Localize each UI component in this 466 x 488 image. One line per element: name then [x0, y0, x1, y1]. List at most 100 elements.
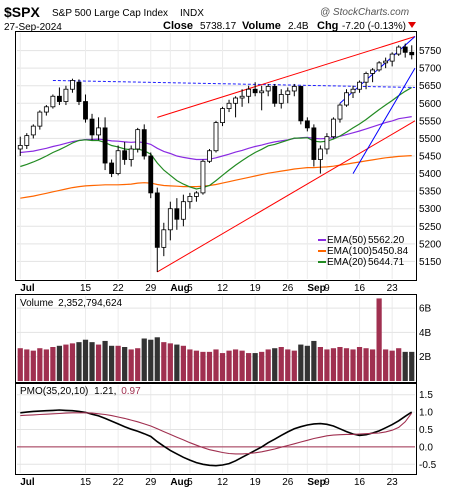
candle-body	[180, 201, 186, 220]
volume-bar	[265, 349, 271, 381]
candle-body	[389, 53, 395, 62]
volume-bar	[389, 350, 395, 381]
price-tick-label: 5200	[419, 239, 442, 250]
x-tick-label-top: 19	[250, 283, 262, 294]
candle-body	[278, 94, 284, 104]
price-tick-label: 5450	[419, 152, 442, 163]
candle-body	[311, 127, 317, 160]
candle-body	[63, 88, 69, 102]
volume-bar	[187, 349, 193, 381]
candle-body	[298, 86, 304, 122]
candle-body	[350, 88, 356, 94]
volume-tick-label: 4B	[419, 328, 432, 339]
pmo-sep: ,	[114, 386, 117, 397]
ema20-line	[20, 86, 413, 190]
volume-bar	[272, 348, 278, 381]
candle-body	[337, 104, 343, 120]
candle-body	[154, 192, 160, 248]
volume-bar	[89, 342, 95, 381]
candle-body	[246, 88, 252, 97]
volume-bar	[317, 347, 324, 381]
x-tick-label-top: Aug	[170, 283, 189, 294]
candle-body	[194, 192, 199, 197]
volume-bar	[409, 351, 415, 381]
volume-bar	[239, 350, 245, 381]
x-tick-label-bottom: Aug	[170, 477, 189, 488]
exchange-label: INDX	[180, 8, 204, 19]
candle-body	[30, 125, 36, 136]
channel-lower-line	[352, 67, 416, 174]
candle-body	[220, 108, 225, 124]
volume-bar	[226, 350, 232, 381]
candle-body	[187, 196, 193, 203]
horizontal-resistance-line	[52, 79, 416, 88]
x-tick-label-bottom: 12	[217, 477, 229, 488]
legend-name: EMA(50)	[327, 235, 366, 246]
close-value: 5738.17	[200, 21, 237, 32]
pmo-value: 1.21	[94, 386, 114, 397]
legend-value: 5644.71	[368, 257, 405, 268]
candle-body	[324, 136, 330, 150]
candle-body	[259, 90, 265, 94]
price-tick-label: 5600	[419, 99, 442, 110]
volume-bar	[122, 347, 128, 381]
pmo-title-label: PMO(35,20,10)	[20, 386, 88, 397]
volume-bar	[82, 339, 89, 381]
volume-bars	[17, 298, 415, 381]
x-tick-label-top: 9	[324, 283, 330, 294]
pmo-tick-label: -0.5	[419, 460, 437, 471]
price-tick-label: 5250	[419, 222, 442, 233]
volume-bar	[213, 349, 219, 381]
volume-bar	[50, 347, 56, 381]
volume-bar	[337, 347, 343, 381]
volume-bar	[102, 340, 108, 381]
ticker-symbol: $SPX	[4, 4, 40, 20]
volume-bar	[141, 338, 147, 381]
price-tick-label: 5700	[419, 64, 442, 75]
volume-bar	[193, 350, 200, 381]
volume-bar	[285, 349, 291, 381]
x-tick-label-top: 16	[354, 283, 366, 294]
volume-label: Volume	[242, 20, 281, 32]
candle-body	[109, 162, 115, 174]
volume-title: Volume 2,352,794,624	[20, 298, 123, 309]
volume-bar	[259, 351, 265, 381]
price-tick-label: 5550	[419, 116, 442, 127]
legend-value: 5562.20	[368, 235, 405, 246]
price-tick-label: 5500	[419, 134, 442, 145]
volume-bar	[311, 340, 317, 381]
volume-bar	[291, 350, 297, 381]
candle-body	[161, 229, 167, 248]
price-tick-label: 5400	[419, 169, 442, 180]
candle-body	[239, 95, 245, 99]
legend-name: EMA(20)	[327, 257, 366, 268]
candle-body	[331, 118, 336, 138]
volume-bar	[135, 348, 141, 381]
down-arrow-icon	[408, 22, 416, 28]
index-name: S&P 500 Large Cap Index	[52, 8, 168, 19]
volume-bar	[330, 348, 337, 381]
candle-body	[128, 148, 134, 160]
x-tick-label-bottom: 5	[187, 477, 193, 488]
x-tick-label-top: 5	[187, 283, 193, 294]
candle-body	[233, 97, 238, 104]
chg-label: Chg	[317, 20, 338, 32]
candle-body	[344, 92, 349, 106]
candle-body	[37, 111, 43, 127]
x-tick-label-bottom: 22	[113, 477, 125, 488]
volume-tick-label: 6B	[419, 304, 432, 315]
candle-body	[383, 60, 389, 64]
volume-bar	[350, 349, 356, 381]
volume-bar	[376, 298, 382, 381]
volume-bar	[174, 344, 180, 381]
volume-bar	[402, 351, 408, 381]
volume-bar	[17, 348, 23, 381]
x-tick-label-top: 15	[80, 283, 92, 294]
volume-bar	[232, 349, 239, 381]
candle-body	[402, 46, 408, 53]
volume-bar	[246, 353, 252, 381]
x-tick-label-bottom: 29	[145, 477, 157, 488]
price-tick-label: 5300	[419, 204, 442, 215]
